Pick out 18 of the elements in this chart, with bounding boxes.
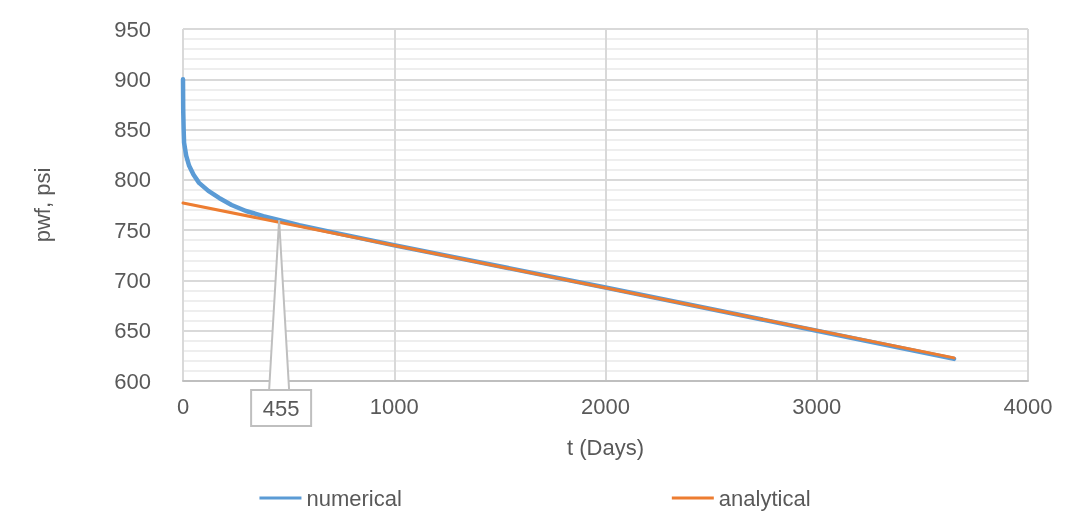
legend-label: numerical	[306, 485, 402, 511]
y-tick-label: 850	[114, 117, 151, 143]
x-tick-label: 3000	[792, 393, 842, 419]
y-tick-label: 650	[114, 318, 151, 344]
x-axis-title: t (Days)	[567, 434, 644, 460]
y-tick-label: 950	[114, 16, 151, 42]
legend-label: analytical	[718, 485, 811, 511]
y-tick-label: 750	[114, 217, 151, 243]
x-tick-label: 0	[176, 393, 190, 419]
annotation: 455	[262, 396, 300, 421]
y-axis-title: pwf, psi	[29, 167, 55, 243]
x-tick-label: 1000	[369, 393, 419, 419]
y-tick-label: 700	[114, 267, 151, 293]
y-tick-label: 900	[114, 66, 151, 92]
y-tick-label: 600	[114, 368, 151, 394]
x-tick-label: 4000	[1003, 393, 1053, 419]
y-tick-label: 800	[114, 167, 151, 193]
x-tick-label: 2000	[581, 393, 630, 419]
